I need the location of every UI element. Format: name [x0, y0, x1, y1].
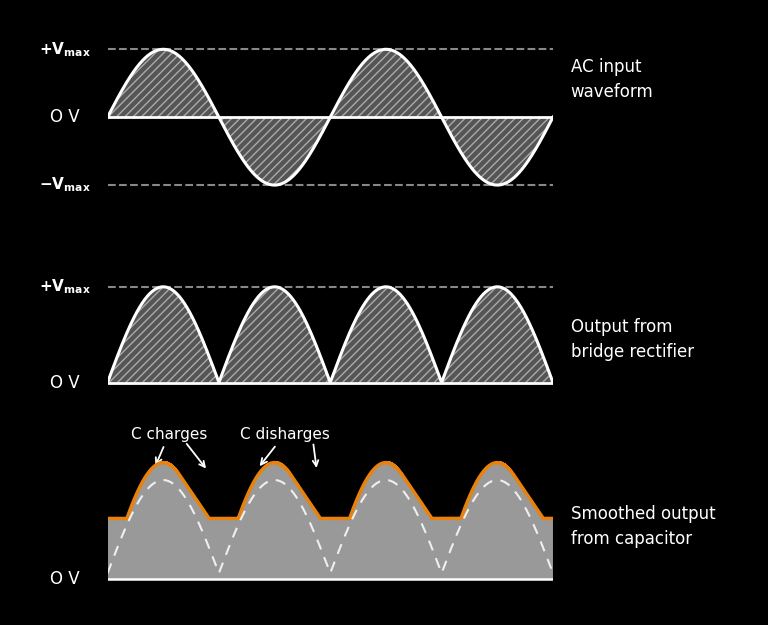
- Text: O V: O V: [50, 570, 80, 588]
- Text: C disharges: C disharges: [240, 427, 329, 464]
- Text: O V: O V: [50, 374, 80, 391]
- Text: $\mathbf{-V_{max}}$: $\mathbf{-V_{max}}$: [39, 176, 91, 194]
- Text: Smoothed output
from capacitor: Smoothed output from capacitor: [571, 505, 715, 548]
- Text: $\mathbf{+V_{max}}$: $\mathbf{+V_{max}}$: [39, 278, 91, 296]
- Text: Output from
bridge rectifier: Output from bridge rectifier: [571, 318, 694, 361]
- Text: $\mathbf{+V_{max}}$: $\mathbf{+V_{max}}$: [39, 40, 91, 59]
- Text: O V: O V: [50, 108, 80, 126]
- Text: C charges: C charges: [131, 427, 207, 464]
- Text: AC input
waveform: AC input waveform: [571, 58, 654, 101]
